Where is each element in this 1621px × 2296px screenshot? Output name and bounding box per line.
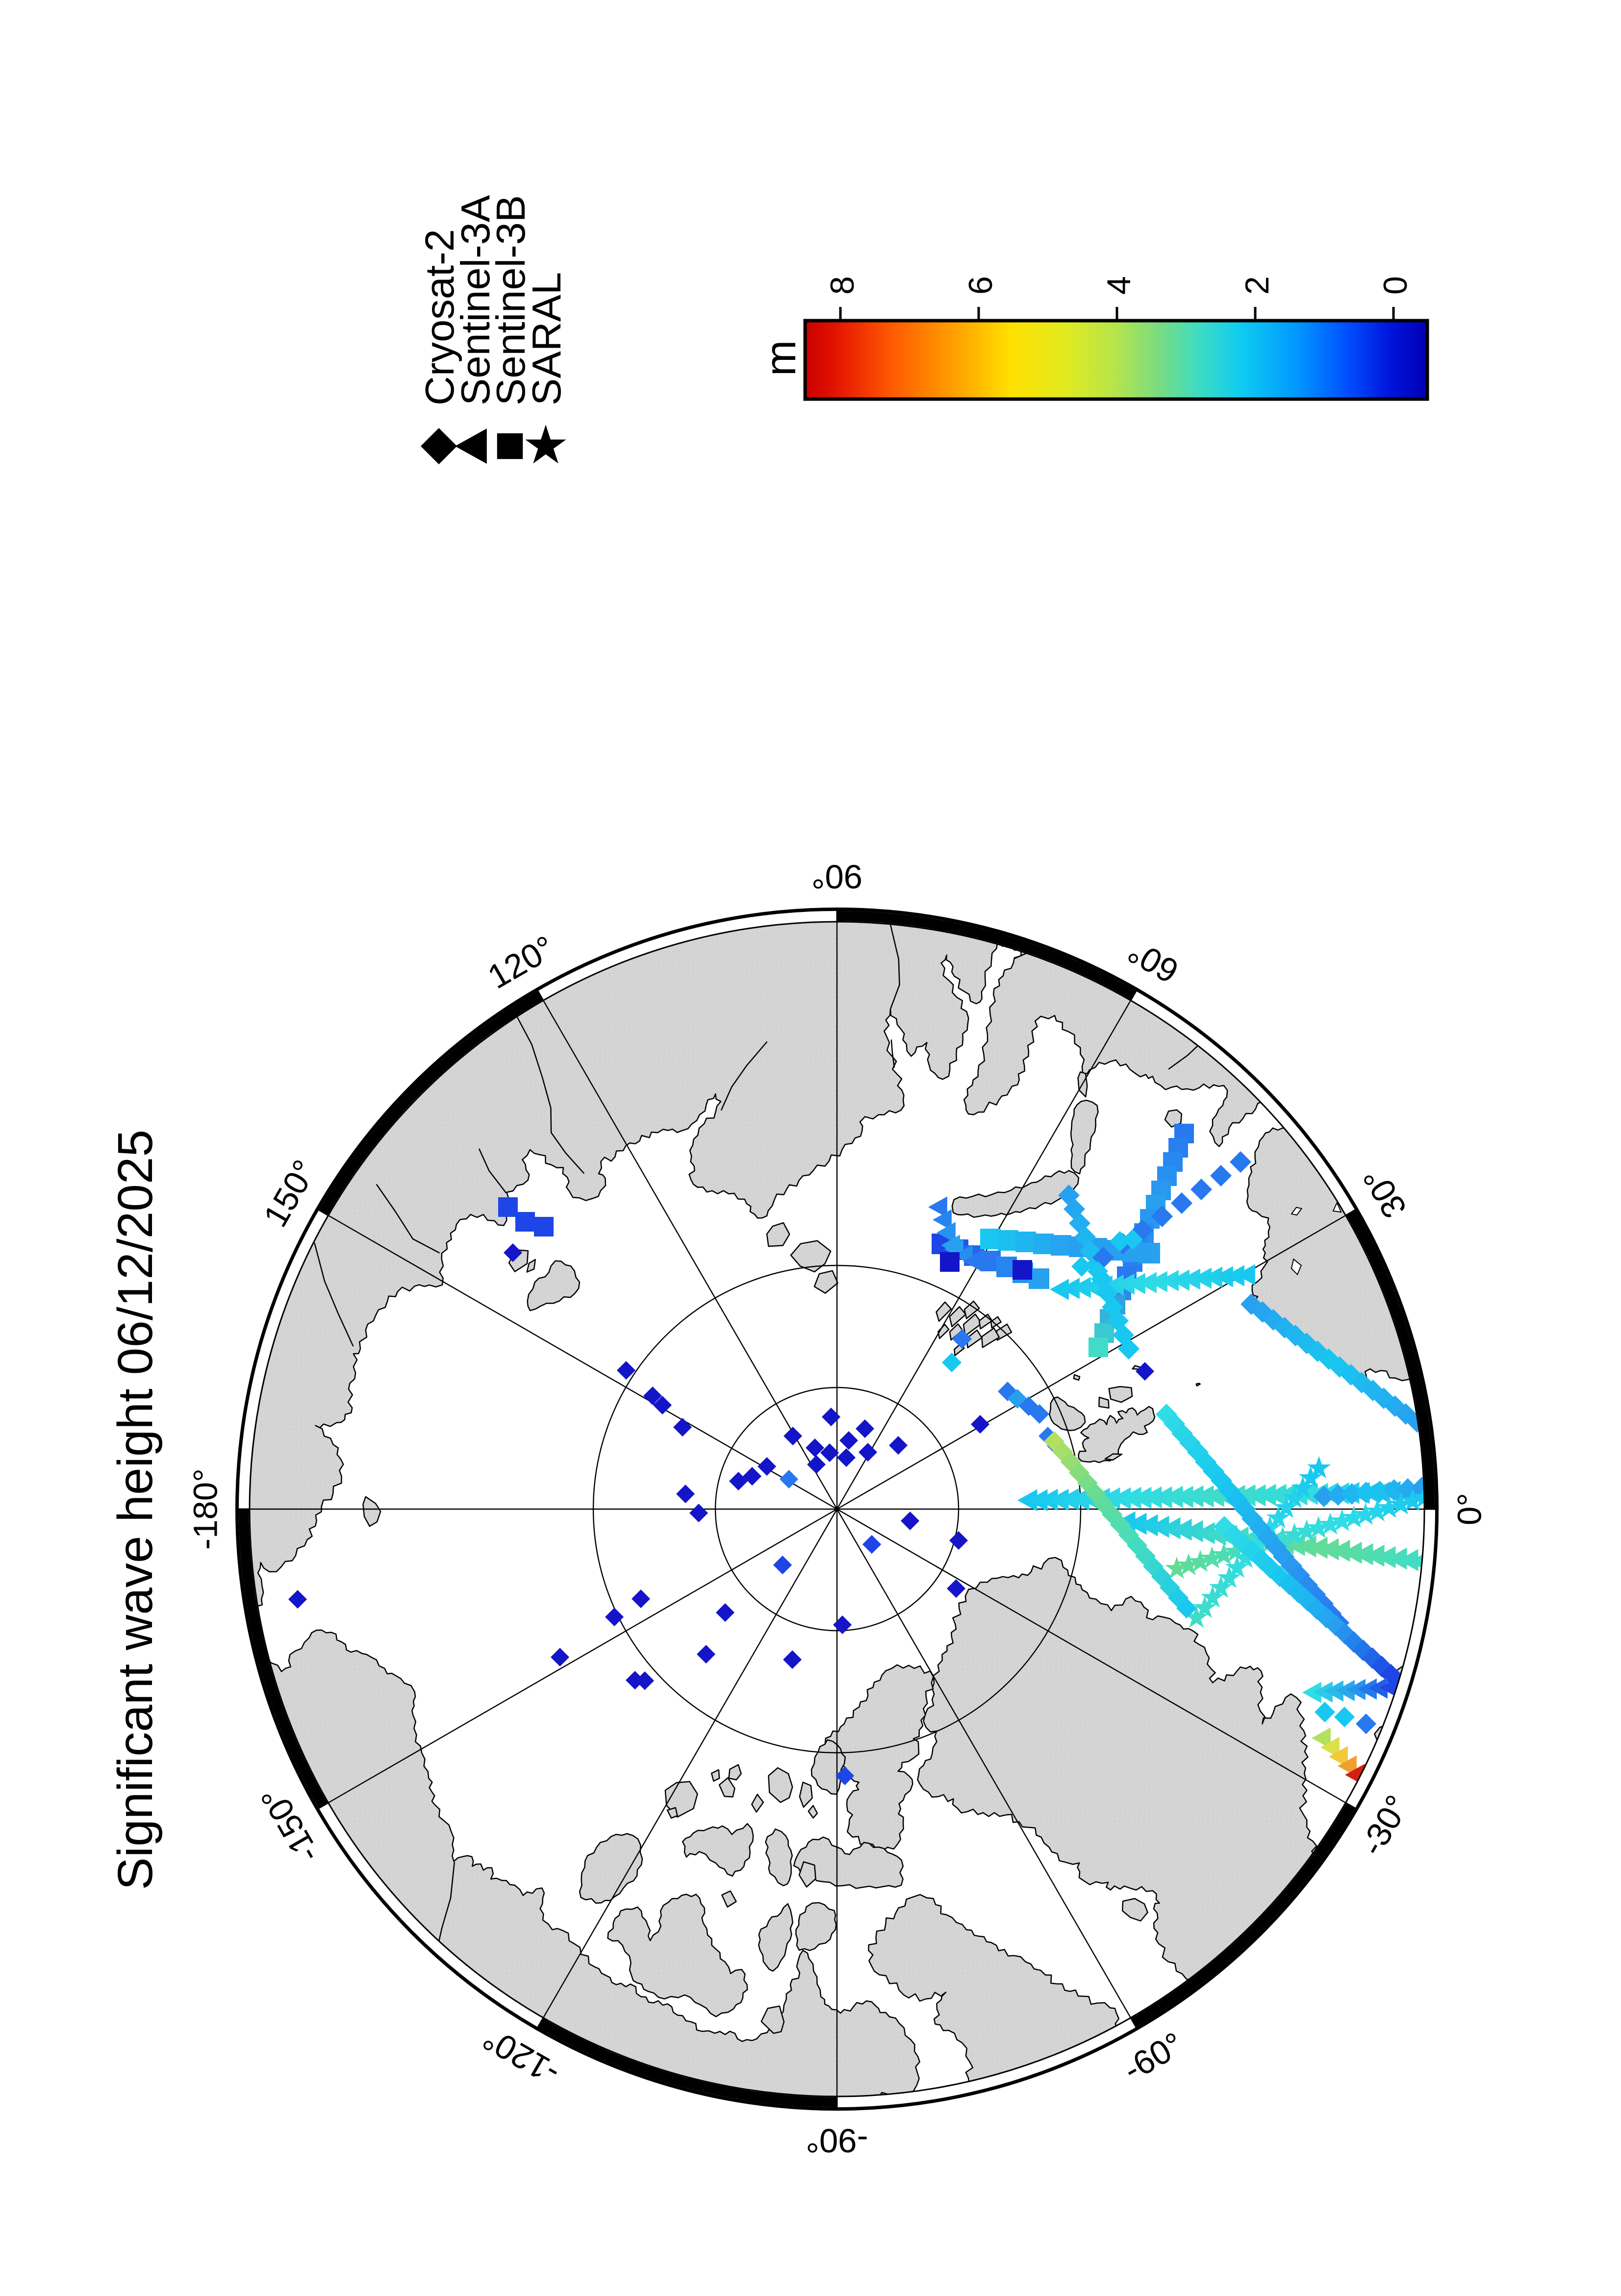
svg-text:Sentinel-3B: Sentinel-3B [488,195,533,405]
svg-text:-90°: -90° [806,2122,868,2160]
svg-text:8: 8 [824,276,861,295]
svg-text:Cryosat-2: Cryosat-2 [417,229,462,405]
svg-text:m: m [756,340,805,376]
svg-text:2: 2 [1239,276,1276,295]
svg-text:SARAL: SARAL [524,272,569,405]
svg-text:0°: 0° [1451,1493,1489,1525]
svg-text:90°: 90° [811,858,862,896]
svg-text:-180°: -180° [187,1468,225,1550]
svg-text:Significant wave height 06/12/: Significant wave height 06/12/2025 [108,1130,163,1890]
svg-text:Sentinel-3A: Sentinel-3A [453,195,498,405]
svg-text:4: 4 [1100,276,1138,295]
svg-text:0: 0 [1377,276,1414,295]
svg-text:6: 6 [962,276,999,295]
